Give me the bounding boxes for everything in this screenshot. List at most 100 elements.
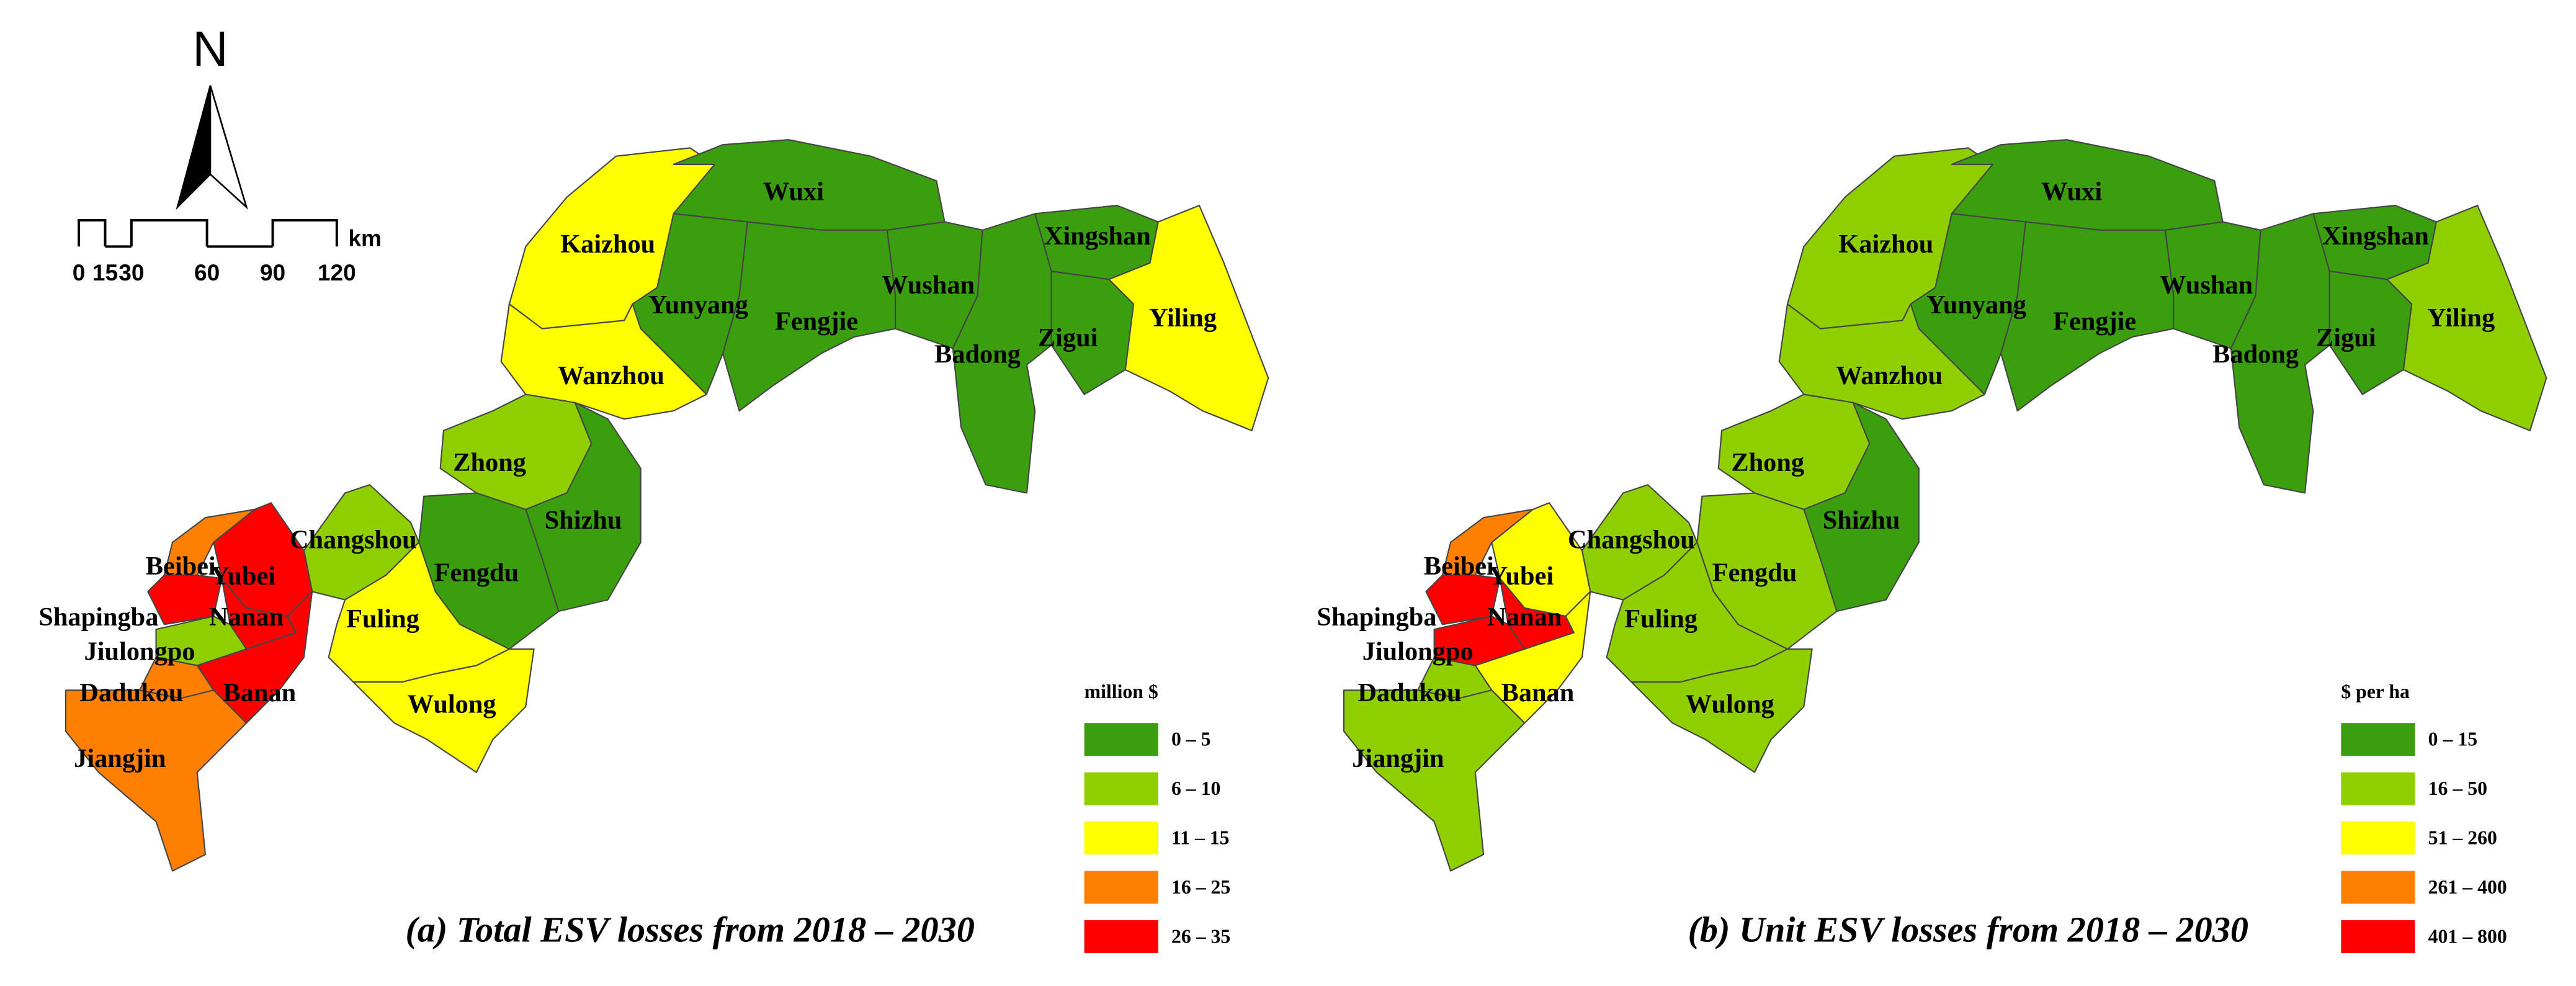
region-label: Yiling <box>2427 303 2495 333</box>
legend-swatch <box>1084 723 1158 756</box>
legend-swatch <box>2341 871 2415 904</box>
north-arrow: N <box>176 21 248 210</box>
scale-label: 30 <box>119 259 144 285</box>
region-label: Jiulongpo <box>1362 637 1474 666</box>
legend-swatch <box>1084 822 1158 855</box>
scale-unit: km <box>348 225 382 251</box>
region-label: Badong <box>2212 339 2299 369</box>
region-label: Shizhu <box>545 506 622 535</box>
region-label: Yubei <box>1489 562 1554 591</box>
region-label: Dadukou <box>79 678 183 707</box>
legend-swatch <box>2341 772 2415 805</box>
region <box>1630 648 1813 773</box>
region-label: Yunyang <box>1926 290 2026 320</box>
scale-label: 15 <box>92 259 118 285</box>
region-label: Kaizhou <box>1838 230 1933 259</box>
scale-bar: 0 15 30 60 90 120 km <box>73 218 382 285</box>
legend-label: 401 – 800 <box>2428 925 2507 947</box>
legend-label: 16 – 25 <box>1171 876 1230 898</box>
region-label: Jiangjin <box>74 744 166 773</box>
map-caption: (b) Unit ESV losses from 2018 – 2030 <box>1688 910 2248 950</box>
legend-label: 261 – 400 <box>2428 876 2507 898</box>
region-label: Banan <box>1501 678 1575 707</box>
legend-label: 16 – 50 <box>2428 778 2487 799</box>
region-label: Yiling <box>1149 303 1217 333</box>
legend-label: 0 – 5 <box>1171 728 1211 750</box>
region-label: Jiangjin <box>1352 744 1444 773</box>
region-label: Yunyang <box>648 290 748 320</box>
scale-label: 90 <box>260 259 285 285</box>
region-label: Beibei <box>146 552 216 581</box>
legend-swatch <box>2341 822 2415 855</box>
legend-title: million $ <box>1085 681 1158 702</box>
legend-label: 0 – 15 <box>2428 728 2477 750</box>
region <box>1108 205 1269 431</box>
region-label: Zhong <box>1731 448 1804 477</box>
region-label: Nanan <box>1487 603 1562 632</box>
region-label: Wuxi <box>763 177 824 206</box>
scale-label: 0 <box>73 259 86 285</box>
region-label: Kaizhou <box>560 230 655 259</box>
region-label: Fengdu <box>434 558 519 588</box>
legend-label: 26 – 35 <box>1171 925 1230 947</box>
region-label: Fengjie <box>2053 307 2136 336</box>
region-label: Fengjie <box>775 307 858 336</box>
region <box>352 648 535 773</box>
region-label: Shapingba <box>1317 603 1436 632</box>
legend-label: 6 – 10 <box>1171 778 1220 799</box>
region-label: Shapingba <box>38 603 158 632</box>
scale-label: 60 <box>194 259 220 285</box>
region <box>2000 221 2175 412</box>
scale-label: 120 <box>318 259 356 285</box>
legend-swatch <box>1084 871 1158 904</box>
legend-label: 51 – 260 <box>2428 827 2497 849</box>
map: Kaizhou Wuxi Yunyang Fengjie Wushan Badong Xin… <box>1317 139 2547 872</box>
region-label: Wanzhou <box>1836 361 1943 390</box>
region-label: Wulong <box>408 689 496 719</box>
region-label: Fuling <box>346 604 419 634</box>
region-label: Badong <box>934 339 1021 369</box>
region-label: Wuxi <box>2041 177 2102 206</box>
north-label: N <box>192 21 228 76</box>
region-label: Yubei <box>211 562 276 591</box>
region <box>1343 689 1526 872</box>
legend-swatch <box>2341 723 2415 756</box>
region-label: Zigui <box>1038 323 1098 352</box>
region-label: Xingshan <box>1044 222 1151 251</box>
region <box>722 221 897 412</box>
region-label: Wushan <box>2160 271 2253 300</box>
region-label: Banan <box>223 678 297 707</box>
region-label: Beibei <box>1424 552 1494 581</box>
scale-segment <box>271 218 338 247</box>
region <box>2386 205 2547 431</box>
scale-segment <box>130 218 208 247</box>
region-label: Nanan <box>209 603 284 632</box>
legend: million $ 0 – 5 6 – 10 11 – 15 16 – 25 26 – 3… <box>1084 681 1230 953</box>
region-label: Wanzhou <box>558 361 664 390</box>
region-label: Shizhu <box>1823 506 1900 535</box>
scale-segment <box>78 218 107 247</box>
map-caption: (a) Total ESV losses from 2018 – 2030 <box>405 910 975 950</box>
legend-label: 11 – 15 <box>1171 827 1230 849</box>
region-label: Fengdu <box>1712 558 1797 588</box>
region <box>65 689 248 872</box>
legend-swatch <box>1084 772 1158 805</box>
legend-title: $ per ha <box>2341 681 2410 702</box>
region-label: Zhong <box>453 448 526 477</box>
legend-swatch <box>1084 920 1158 953</box>
legend: $ per ha 0 – 15 16 – 50 51 – 260 261 – 400 40… <box>2341 681 2507 953</box>
arrow-right <box>209 85 248 210</box>
region-label: Changshou <box>290 526 417 555</box>
region-label: Zigui <box>2316 323 2376 352</box>
legend-swatch <box>2341 920 2415 953</box>
map: Kaizhou Wuxi Yunyang Fengjie Wushan Badong Xin… <box>38 139 1269 872</box>
region-label: Changshou <box>1568 526 1695 555</box>
region-label: Wushan <box>882 271 975 300</box>
arrow-left <box>176 85 212 210</box>
region-label: Jiulongpo <box>84 637 195 666</box>
region-label: Dadukou <box>1357 678 1461 707</box>
region-label: Xingshan <box>2322 222 2429 251</box>
region-label: Fuling <box>1624 604 1697 634</box>
